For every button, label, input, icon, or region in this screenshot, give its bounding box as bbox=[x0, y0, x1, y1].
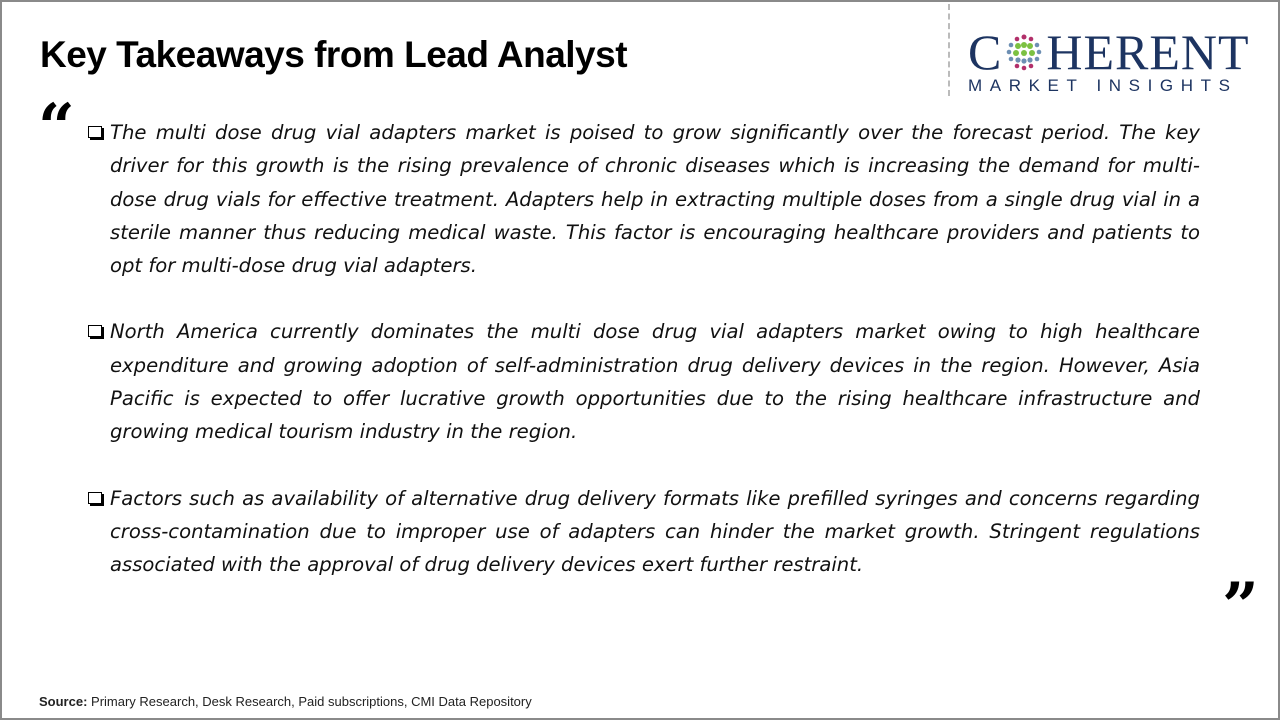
divider bbox=[948, 4, 950, 96]
source-text: Primary Research, Desk Research, Paid su… bbox=[91, 694, 532, 709]
list-item: The multi dose drug vial adapters market… bbox=[86, 116, 1200, 282]
close-quote-icon: ” bbox=[1222, 569, 1259, 644]
company-logo: C HERENT MARKET INSIGHTS bbox=[968, 24, 1260, 96]
checkbox-bullet-icon bbox=[88, 491, 102, 504]
checkbox-bullet-icon bbox=[88, 325, 102, 338]
globe-icon bbox=[1007, 34, 1042, 71]
logo-wordmark: C HERENT bbox=[968, 24, 1250, 80]
list-item: North America currently dominates the mu… bbox=[86, 315, 1200, 448]
open-quote-icon: “ bbox=[38, 90, 75, 165]
takeaways-list: The multi dose drug vial adapters market… bbox=[86, 116, 1200, 615]
takeaway-text: North America currently dominates the mu… bbox=[110, 320, 1200, 444]
checkbox-bullet-icon bbox=[88, 126, 102, 138]
source-note: Source: Primary Research, Desk Research,… bbox=[39, 694, 532, 709]
page-title: Key Takeaways from Lead Analyst bbox=[40, 34, 628, 75]
source-label: Source: bbox=[39, 694, 88, 709]
logo-tagline: MARKET INSIGHTS bbox=[968, 76, 1238, 95]
list-item: Factors such as availability of alternat… bbox=[86, 482, 1200, 582]
takeaway-text: Factors such as availability of alternat… bbox=[110, 486, 1200, 577]
takeaway-text: The multi dose drug vial adapters market… bbox=[110, 121, 1200, 278]
